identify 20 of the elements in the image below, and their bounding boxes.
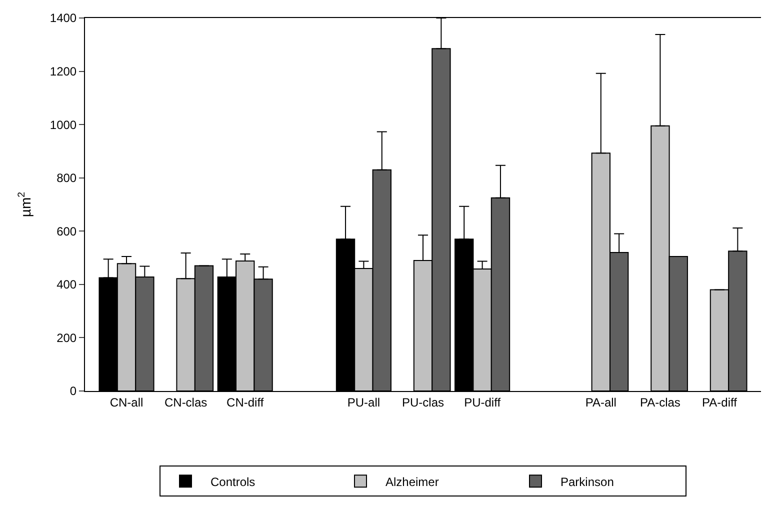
y-tick-label: 0 <box>70 384 77 398</box>
y-tick-label: 1200 <box>50 64 77 78</box>
legend-label: Parkinson <box>560 474 614 489</box>
y-tick-label: 1400 <box>50 11 77 26</box>
x-tick-label: PA-diff <box>702 395 738 410</box>
x-tick-label: PU-all <box>347 395 380 410</box>
y-tick-label: 600 <box>56 224 77 238</box>
legend-label: Controls <box>210 474 256 489</box>
y-tick-label: 200 <box>56 330 77 345</box>
x-tick-label: PU-clas <box>402 395 444 410</box>
y-tick-label: 800 <box>56 171 77 186</box>
x-tick-label: CN-diff <box>226 395 264 410</box>
x-tick-label: PA-all <box>585 395 616 410</box>
y-tick-label: 400 <box>56 278 77 292</box>
x-tick-label: CN-clas <box>164 395 208 410</box>
x-tick-label: PU-diff <box>464 395 502 410</box>
x-tick-label: CN-all <box>110 395 144 410</box>
legend-label: Alzheimer <box>386 474 439 489</box>
y-tick-label: 1000 <box>50 118 77 132</box>
x-tick-label: PA-clas <box>640 395 680 410</box>
